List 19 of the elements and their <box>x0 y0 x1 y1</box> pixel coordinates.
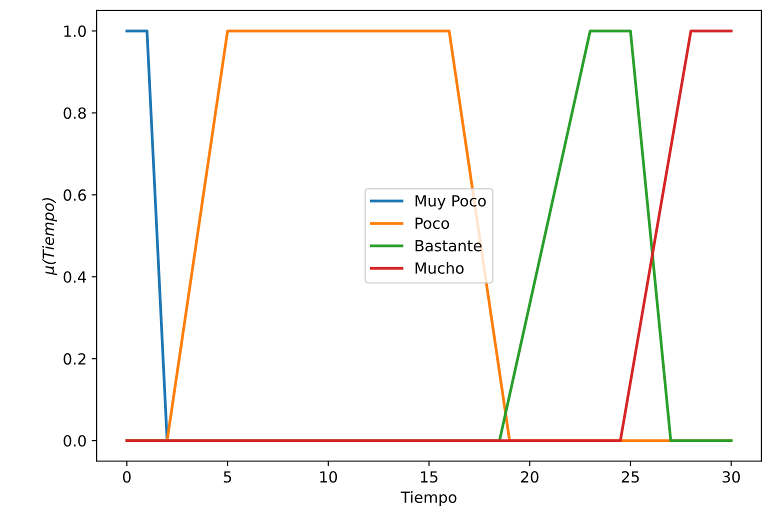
y-tick-label: 0.2 <box>64 353 86 365</box>
legend-label: Mucho <box>416 262 464 274</box>
y-tick-label: 0.8 <box>64 107 86 119</box>
x-axis-title: Tiempo <box>400 491 456 506</box>
y-tick-label: 1.0 <box>64 25 86 37</box>
x-tick-label: 25 <box>622 471 639 483</box>
y-tick-label: 0.6 <box>64 189 86 201</box>
x-tick-label: 5 <box>224 471 232 483</box>
x-tick-label: 10 <box>320 471 337 483</box>
legend-label: Bastante <box>416 240 482 252</box>
x-tick-label: 20 <box>521 471 538 483</box>
x-tick-label: 0 <box>122 471 131 483</box>
legend-label: Poco <box>416 218 450 230</box>
y-tick-label: 0.0 <box>64 435 86 447</box>
x-tick-label: 30 <box>722 471 740 483</box>
x-tick-label: 15 <box>420 471 438 483</box>
legend-label: Muy Poco <box>416 195 486 210</box>
y-tick-label: 0.4 <box>64 271 86 283</box>
y-axis-title: μ(Tiempo) <box>42 198 58 276</box>
